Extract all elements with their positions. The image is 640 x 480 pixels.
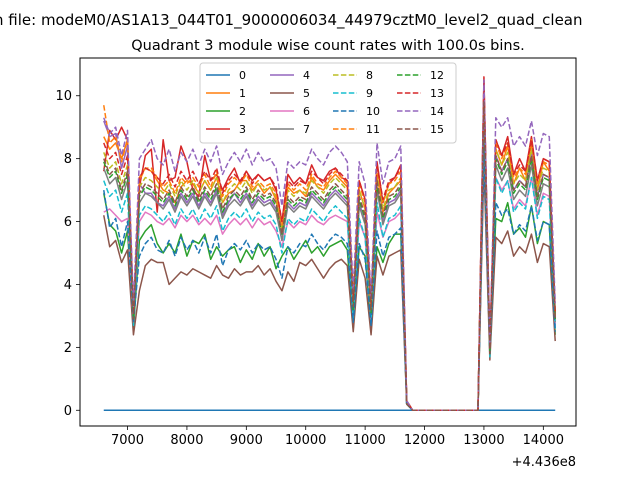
x-tick-label: 13000 <box>463 433 504 448</box>
y-tick-label: 6 <box>64 215 72 230</box>
legend-label-13: 13 <box>430 87 444 100</box>
legend-label-7: 7 <box>303 123 310 136</box>
legend-label-4: 4 <box>303 69 310 82</box>
legend-label-6: 6 <box>303 105 310 118</box>
series-line-8 <box>103 88 556 412</box>
legend-label-8: 8 <box>366 69 373 82</box>
x-tick-label: 10000 <box>285 433 326 448</box>
y-tick-label: 10 <box>55 89 72 104</box>
legend-label-9: 9 <box>366 87 373 100</box>
x-axis: 7000 8000 9000 10000 11000 12000 13000 14000 <box>111 426 564 448</box>
x-tick-label: 14000 <box>523 433 564 448</box>
legend-label-1: 1 <box>239 87 246 100</box>
y-tick-label: 8 <box>64 152 72 167</box>
y-tick-label: 4 <box>64 278 72 293</box>
plot-area <box>103 76 556 412</box>
figure-title: n file: modeM0/AS1A13_044T01_9000006034_… <box>0 11 583 30</box>
legend-label-14: 14 <box>430 105 444 118</box>
x-tick-label: 8000 <box>170 433 203 448</box>
y-tick-label: 2 <box>64 341 72 356</box>
axes-frame <box>79 57 577 427</box>
chart-title: Quadrant 3 module wise count rates with … <box>131 38 525 54</box>
series-line-11 <box>103 85 556 412</box>
legend-label-5: 5 <box>303 87 310 100</box>
y-axis: 0 2 4 6 8 10 <box>55 89 80 419</box>
legend-label-0: 0 <box>239 69 246 82</box>
x-tick-label: 9000 <box>230 433 263 448</box>
legend-label-15: 15 <box>430 123 444 136</box>
legend-box <box>199 62 457 144</box>
x-tick-label: 7000 <box>111 433 144 448</box>
series-line-15 <box>103 101 556 412</box>
x-tick-label: 11000 <box>344 433 385 448</box>
x-tick-label: 12000 <box>404 433 445 448</box>
legend-label-2: 2 <box>239 105 246 118</box>
x-offset-label: +4.436e8 <box>512 455 576 470</box>
legend-label-11: 11 <box>366 123 380 136</box>
legend-label-10: 10 <box>366 105 380 118</box>
legend-label-3: 3 <box>239 123 246 136</box>
y-tick-label: 0 <box>64 404 72 419</box>
legend-label-12: 12 <box>430 69 444 82</box>
